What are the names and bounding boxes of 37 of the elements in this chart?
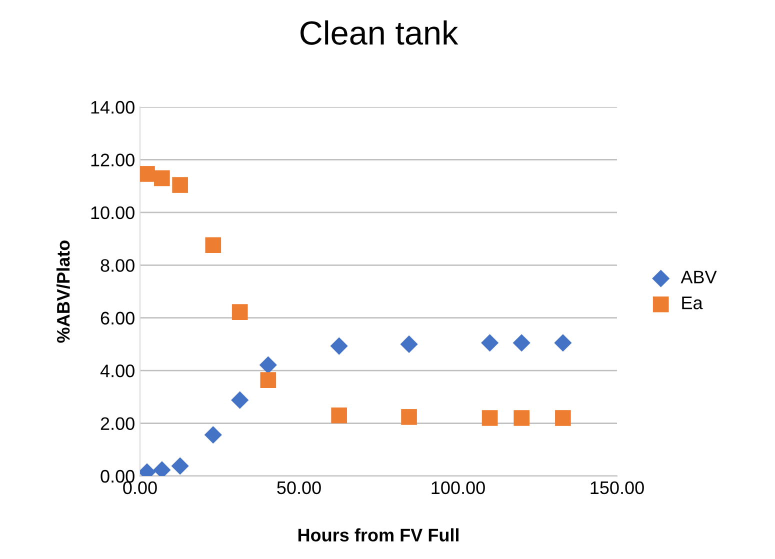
point	[330, 337, 348, 355]
point	[401, 409, 417, 425]
point	[259, 356, 277, 374]
point	[400, 335, 418, 353]
point	[260, 372, 276, 388]
y-tick-label: 8.00	[100, 259, 134, 272]
x-tick-label: 150.00	[590, 481, 644, 494]
x-axis-title: Hours from FV Full	[298, 528, 458, 542]
y-tick-label: 10.00	[91, 206, 134, 220]
point	[232, 304, 248, 320]
x-tick-label: 0.00	[123, 481, 157, 494]
point	[481, 334, 499, 352]
point	[204, 426, 222, 444]
point	[205, 237, 222, 254]
y-tick-label: 14.00	[91, 100, 134, 114]
point	[514, 410, 530, 426]
point	[482, 410, 498, 426]
point	[331, 407, 347, 424]
legend-label: Ea	[682, 296, 703, 310]
point	[172, 177, 188, 193]
point	[140, 166, 155, 182]
y-tick-label: 12.00	[91, 154, 134, 166]
point	[554, 334, 572, 352]
y-tick-label: 2.00	[100, 417, 134, 430]
chart-title: Clean tank	[300, 20, 458, 45]
legend-label: ABV	[680, 270, 717, 284]
point	[154, 170, 170, 186]
point	[231, 391, 249, 409]
y-tick-label: 0.00	[100, 470, 134, 483]
y-axis-title: %ABV/Plato	[56, 240, 70, 343]
x-tick-label: 100.00	[432, 481, 485, 494]
x-tick-label: 50.00	[277, 481, 321, 494]
y-tick-label: 6.00	[100, 312, 134, 325]
point	[555, 410, 571, 426]
point	[512, 334, 530, 352]
point	[171, 457, 189, 475]
y-tick-label: 4.00	[100, 364, 134, 378]
